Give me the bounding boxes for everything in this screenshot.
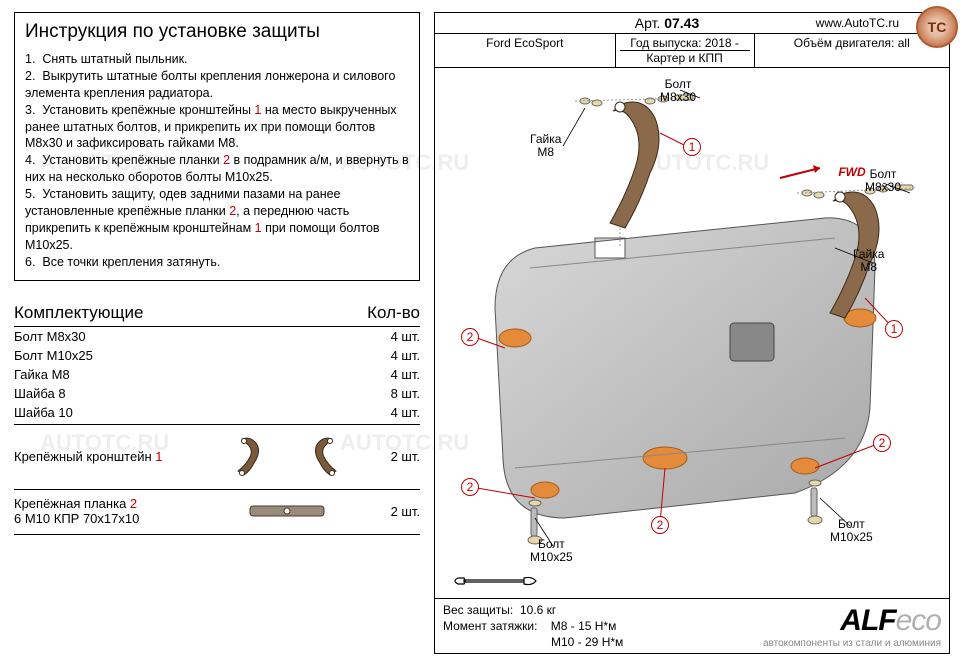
label-bolt-m10-left: БолтМ10х25: [530, 538, 573, 564]
comp-name: Шайба 8: [14, 386, 66, 401]
weight-label: Вес защиты:: [443, 603, 513, 617]
comp-qty: 4 шт.: [391, 405, 420, 420]
article-row: Арт. 07.43 www.AutoTC.ru: [435, 13, 949, 34]
brand-tagline: автокомпоненты из стали и алюминия: [763, 638, 941, 649]
bracket-num: 1: [155, 449, 162, 464]
site-url: www.AutoTC.ru: [699, 16, 949, 30]
bracket-icon: [184, 431, 391, 481]
spec-year: Год выпуска: 2018 -: [620, 36, 750, 51]
brand-row: ALFeco автокомпоненты из стали и алюмини…: [755, 604, 949, 651]
comp-name: Болт М8х30: [14, 329, 86, 344]
spec-protect: Картер и КПП: [620, 51, 750, 65]
marker-2d: 2: [873, 434, 891, 452]
plank-icon: [184, 500, 391, 522]
weight-value: 10.6 кг: [520, 603, 556, 617]
plank-qty: 2 шт.: [391, 504, 420, 519]
left-column: Инструкция по установке защиты 1. Снять …: [0, 0, 430, 666]
instructions-box: Инструкция по установке защиты 1. Снять …: [14, 12, 420, 281]
marker-2a: 2: [461, 328, 479, 346]
article-label: Арт.: [635, 15, 661, 31]
instructions-title: Инструкция по установке защиты: [25, 21, 409, 43]
spec-model: Ford EcoSport: [435, 34, 616, 67]
spec-grid: Ford EcoSport Год выпуска: 2018 - Картер…: [435, 34, 949, 68]
comp-qty: 4 шт.: [391, 367, 420, 382]
fwd-label: FWD: [838, 165, 865, 179]
plank-num: 2: [130, 496, 137, 511]
article-number: 07.43: [664, 15, 699, 31]
bracket-label: Крепёжный кронштейн: [14, 449, 152, 464]
comp-qty: 4 шт.: [391, 348, 420, 363]
marker-1b: 1: [885, 320, 903, 338]
label-bolt-m8x30-top: БолтМ8х30: [660, 78, 696, 104]
components-qty-title: Кол-во: [367, 303, 420, 323]
marker-2c: 2: [651, 516, 669, 534]
components-title: Комплектующие: [14, 303, 143, 323]
table-row: Болт М8х30 4 шт.: [14, 327, 420, 346]
torque-2: М10 - 29 Н*м: [551, 635, 623, 649]
components-header: Комплектующие Кол-во: [14, 303, 420, 327]
right-column: Арт. 07.43 www.AutoTC.ru Ford EcoSport Г…: [434, 12, 950, 654]
table-row: Болт М10х25 4 шт.: [14, 346, 420, 365]
brand-logo: ALFeco: [840, 604, 941, 638]
table-row: Гайка М8 4 шт.: [14, 365, 420, 384]
bracket-qty: 2 шт.: [391, 449, 420, 464]
marker-1a: 1: [683, 138, 701, 156]
label-nut-m8-left: ГайкаМ8: [530, 133, 561, 159]
comp-name: Шайба 10: [14, 405, 73, 420]
plank-label: Крепёжная планка: [14, 496, 126, 511]
comp-name: Болт М10х25: [14, 348, 93, 363]
instructions-body: 1. Снять штатный пыльник.2. Выкрутить шт…: [25, 51, 409, 270]
left-bracket-assy: [555, 83, 715, 253]
logo-badge: TC: [916, 6, 958, 48]
diagram-area: БолтМ8х30 БолтМ8х30 ГайкаМ8 ГайкаМ8 Болт…: [435, 68, 949, 598]
torque-label: Момент затяжки:: [443, 619, 537, 633]
comp-name: Гайка М8: [14, 367, 70, 382]
label-bolt-m8x30-right: БолтМ8х30: [865, 168, 901, 194]
plank-row: Крепёжная планка 2 6 М10 КПР 70х17х10 2 …: [14, 490, 420, 532]
comp-qty: 4 шт.: [391, 329, 420, 344]
torque-1: М8 - 15 Н*м: [551, 619, 617, 633]
label-bolt-m10-right: БолтМ10х25: [830, 518, 873, 544]
table-row: Шайба 8 8 шт.: [14, 384, 420, 403]
fwd-arrow: FWD: [775, 163, 866, 183]
label-nut-m8-right: ГайкаМ8: [853, 248, 884, 274]
marker-2b: 2: [461, 478, 479, 496]
comp-qty: 8 шт.: [391, 386, 420, 401]
components-table: Болт М8х30 4 шт. Болт М10х25 4 шт. Гайка М…: [14, 327, 420, 535]
bracket-row: Крепёжный кронштейн 1 2 шт.: [14, 425, 420, 487]
page-container: Инструкция по установке защиты 1. Снять …: [0, 0, 964, 666]
plank-sub: 6 М10 КПР 70х17х10: [14, 511, 139, 526]
wrench-icon: [450, 570, 540, 592]
table-row: Шайба 10 4 шт.: [14, 403, 420, 422]
